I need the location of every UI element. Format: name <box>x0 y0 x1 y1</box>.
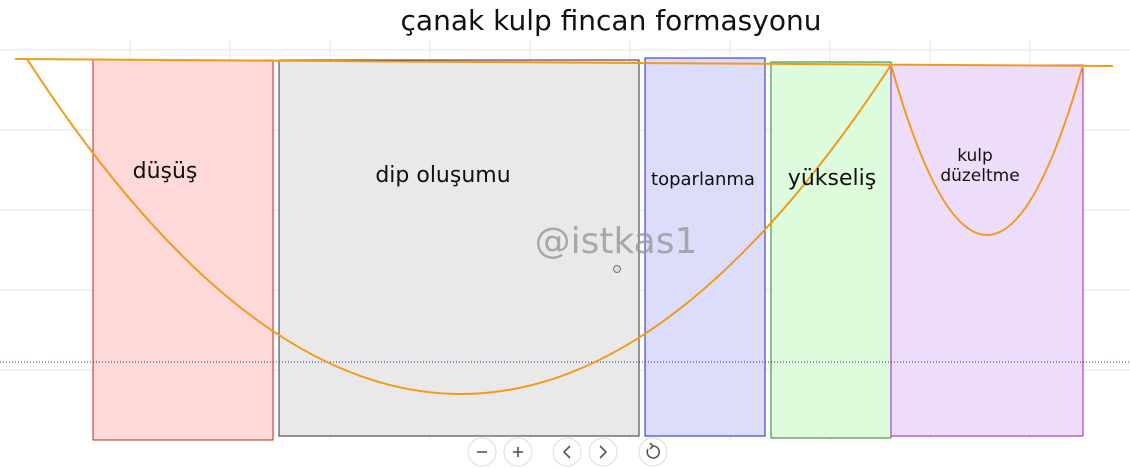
watermark: @istkas1 <box>535 221 698 262</box>
handle-curve <box>890 64 1084 236</box>
phase-box <box>278 59 640 437</box>
title: çanak kulp fincan formasyonu <box>401 4 822 37</box>
back-button[interactable] <box>552 437 582 467</box>
phase-box <box>890 64 1084 437</box>
phase-label: düzeltme <box>940 166 1019 186</box>
reset-button[interactable] <box>638 437 668 467</box>
phase-label: kulp <box>957 146 993 166</box>
rim-line <box>14 58 1114 67</box>
phase-box <box>92 59 274 441</box>
forward-button[interactable] <box>588 437 618 467</box>
controls <box>467 437 668 467</box>
phase-box <box>644 57 766 437</box>
phase-label: dip oluşumu <box>375 163 510 188</box>
phase-label: düşüş <box>133 159 198 184</box>
control-icons <box>477 442 660 459</box>
phase-label: toparlanma <box>651 169 755 190</box>
phase-box <box>770 61 892 439</box>
phase-label: yükseliş <box>788 166 876 191</box>
cup-curve <box>26 58 892 395</box>
point <box>613 265 621 273</box>
